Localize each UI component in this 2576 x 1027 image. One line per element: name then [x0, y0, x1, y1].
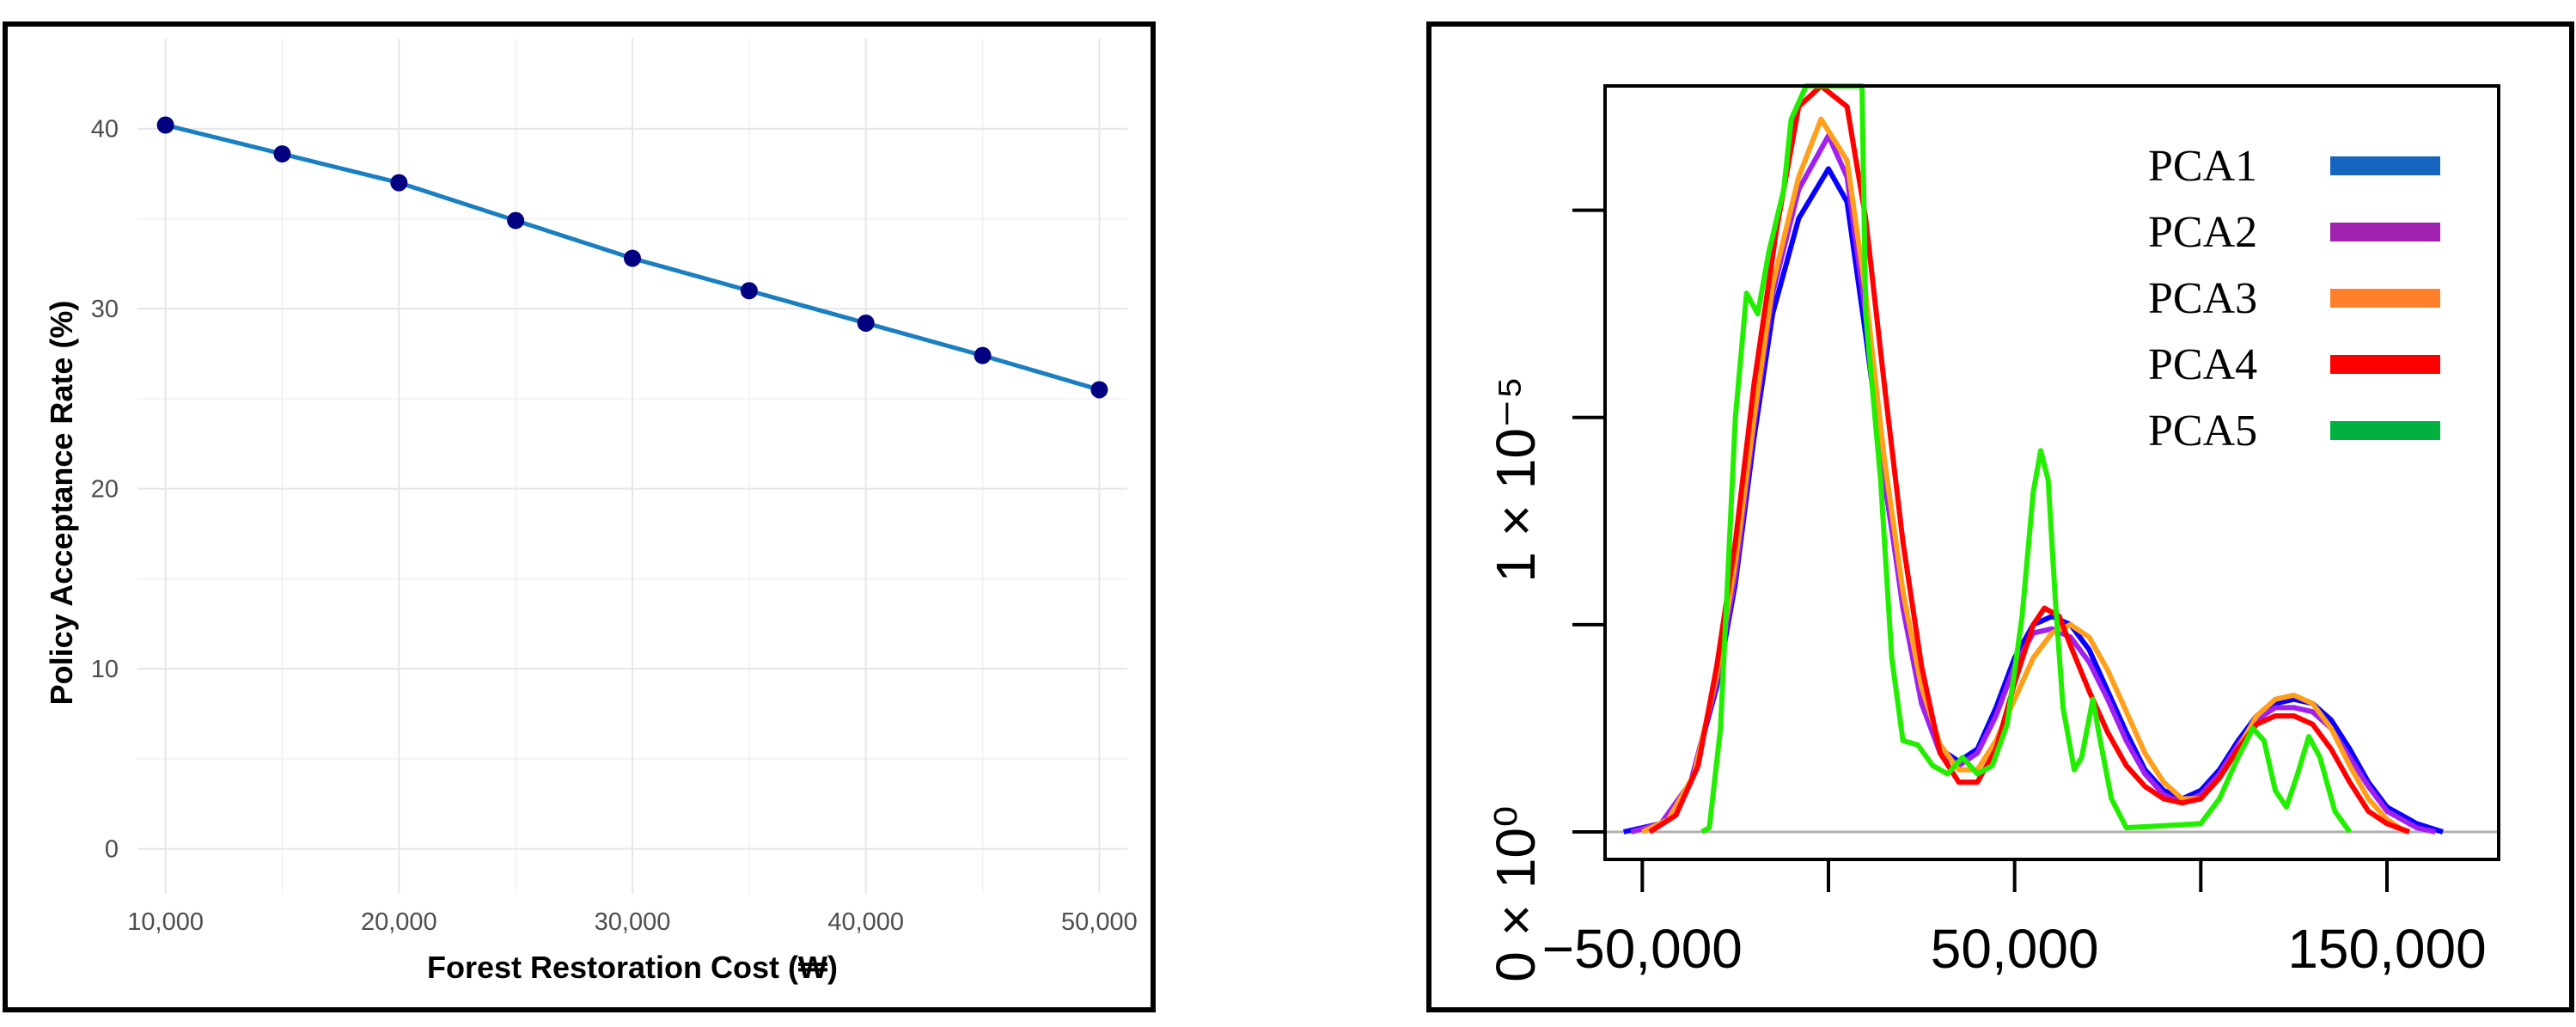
- left-x-tick-label: 10,000: [127, 908, 204, 936]
- left-y-tick-label: 0: [105, 836, 119, 864]
- left-x-tick-label: 20,000: [361, 908, 437, 936]
- legend-swatch-pca4: [2330, 355, 2440, 374]
- data-point: [974, 346, 992, 364]
- legend-label-pca3: PCA3: [2148, 274, 2257, 323]
- left-x-axis-title: Forest Restoration Cost (₩): [427, 950, 838, 985]
- left-gridlines: [137, 39, 1127, 894]
- left-x-tick-label: 50,000: [1061, 908, 1138, 936]
- data-point: [624, 249, 641, 267]
- right-x-tick-label: 50,000: [1931, 918, 2099, 980]
- legend-swatch-pca3: [2330, 289, 2440, 308]
- data-point: [1090, 381, 1108, 399]
- left-x-tick-label: 30,000: [595, 908, 671, 936]
- legend-swatch-pca5: [2330, 421, 2440, 440]
- left-x-tick-label: 40,000: [827, 908, 904, 936]
- right-chart: 0 × 10⁰ 1 × 10⁻⁵ −50,000 50,000 150,000 PCA…: [1426, 21, 2574, 1012]
- data-point: [273, 145, 291, 163]
- right-y-ticks: 0 × 10⁰ 1 × 10⁻⁵: [1485, 208, 1605, 982]
- left-x-tick-labels: 10,000 20,000 30,000 40,000 50,000: [127, 908, 1137, 936]
- legend-swatch-pca2: [2330, 223, 2440, 241]
- density-curve-pca2: [1630, 132, 2436, 834]
- right-y-tick-label: 0 × 10⁰: [1485, 805, 1547, 981]
- data-point: [740, 282, 758, 300]
- right-plot-box: [1603, 84, 2500, 861]
- left-y-tick-label: 30: [91, 296, 119, 323]
- right-legend: PCA1 PCA2 PCA3 PCA4 PCA5: [2148, 142, 2440, 455]
- density-curve-pca4: [1648, 83, 2411, 834]
- legend-label-pca2: PCA2: [2148, 208, 2257, 257]
- right-x-tick-label: −50,000: [1542, 918, 1743, 980]
- legend-label-pca4: PCA4: [2148, 340, 2257, 389]
- legend-swatch-pca1: [2330, 156, 2440, 175]
- density-curve-pca3: [1641, 116, 2408, 834]
- right-density-curves: [1623, 83, 2444, 834]
- data-point: [390, 174, 408, 192]
- right-chart-outer-frame: [1426, 21, 2574, 1012]
- right-x-tick-label: 150,000: [2287, 918, 2486, 980]
- left-y-tick-label: 20: [91, 476, 119, 504]
- left-y-tick-label: 10: [91, 656, 119, 683]
- left-chart-frame: [3, 21, 1156, 1012]
- density-curve-pca5: [1700, 83, 2353, 834]
- right-x-ticks: −50,000 50,000 150,000: [1542, 859, 2487, 980]
- left-y-axis-title: Policy Acceptance Rate (%): [44, 301, 79, 706]
- legend-label-pca1: PCA1: [2148, 142, 2257, 191]
- data-point: [507, 211, 525, 229]
- left-y-tick-label: 40: [91, 116, 119, 144]
- left-chart: 0 10 20 30 40 10,000 20,000 30,000 40,000 50,000…: [3, 21, 1156, 1012]
- data-point: [156, 116, 174, 134]
- legend-label-pca5: PCA5: [2148, 407, 2257, 455]
- left-y-tick-labels: 0 10 20 30 40: [91, 116, 119, 864]
- data-point: [857, 314, 875, 332]
- right-y-tick-label: 1 × 10⁻⁵: [1485, 376, 1547, 583]
- left-data-points: [156, 116, 1108, 399]
